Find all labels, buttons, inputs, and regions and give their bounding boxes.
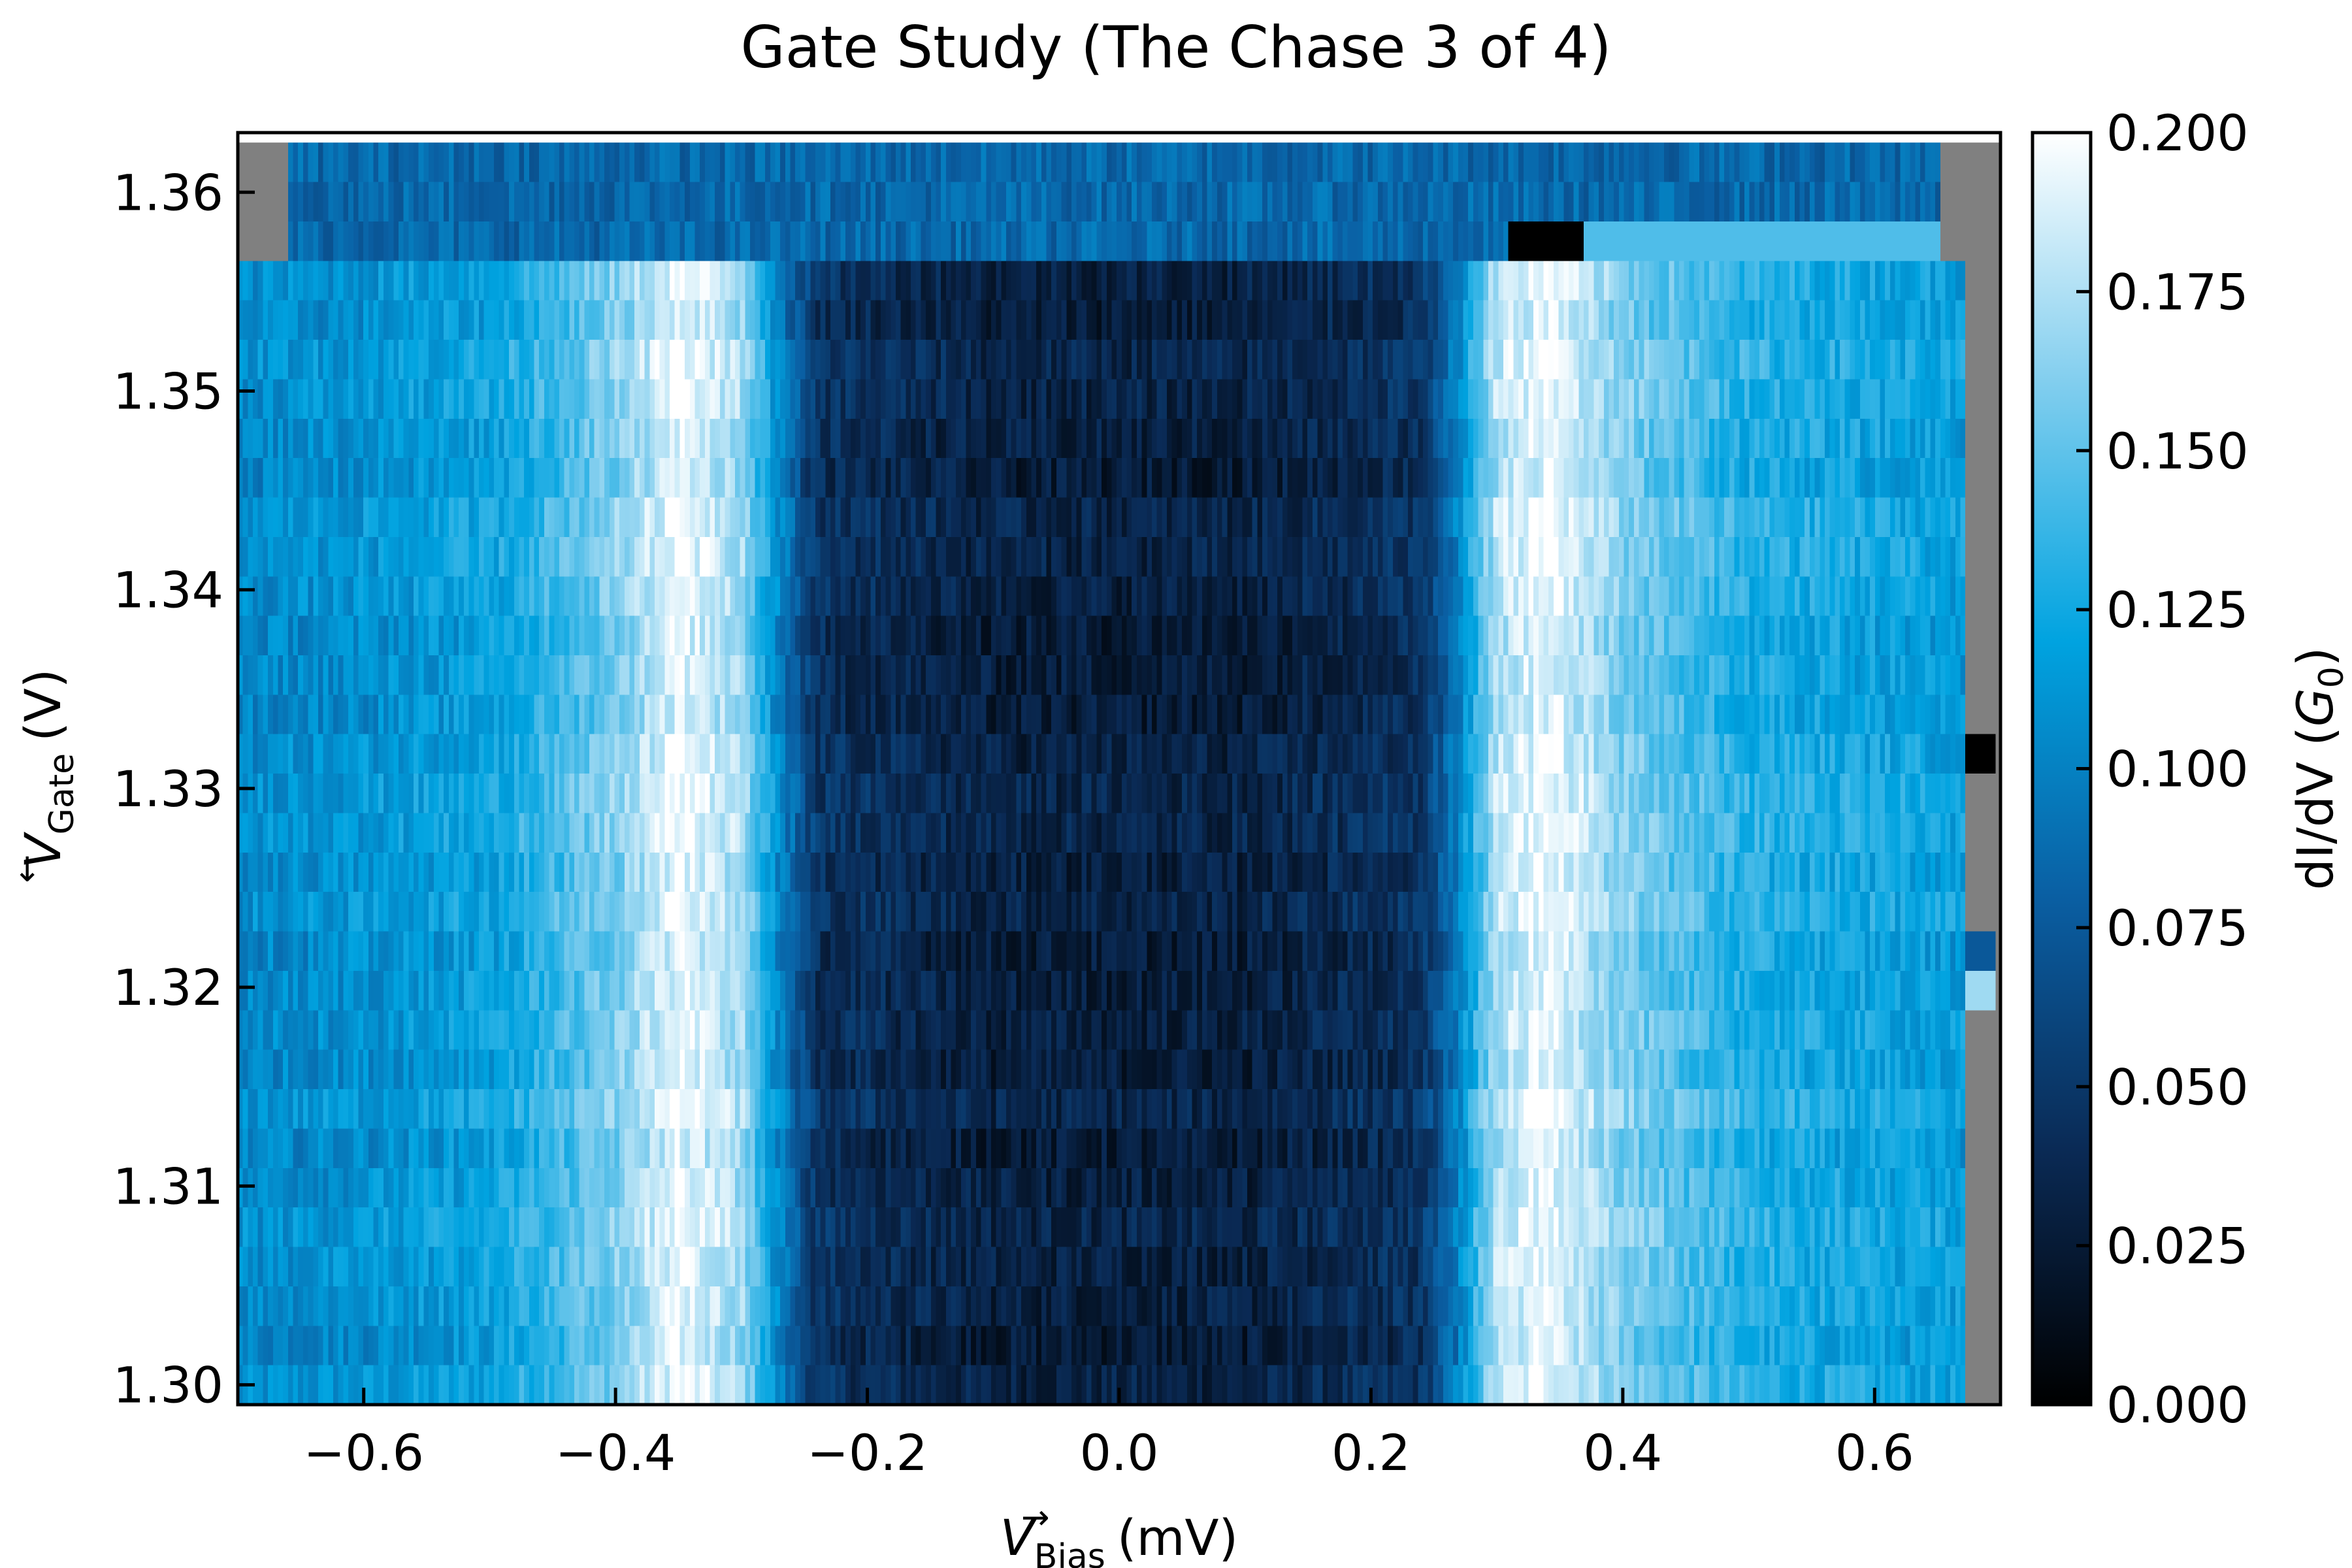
colorbar-label-prefix: dI/dV ( xyxy=(2286,727,2344,890)
x-tick-label: 0.0 xyxy=(1080,1424,1159,1482)
x-axis-unit: (mV) xyxy=(1117,1509,1238,1567)
y-tick-label: 1.36 xyxy=(113,163,223,221)
colorbar-label: dI/dV (G0) xyxy=(2286,647,2351,890)
colorbar-axis: 0.000 0.025 0.050 0.075 0.100 0.125 0.150 0.175… xyxy=(2076,104,2249,1434)
x-tick-label: 0.2 xyxy=(1331,1424,1411,1482)
y-tick-label: 1.31 xyxy=(113,1157,223,1215)
heatmap xyxy=(238,142,2001,1405)
y-tick-label: 1.33 xyxy=(113,760,223,818)
y-axis-subscript: Gate xyxy=(42,753,82,835)
y-axis: 1.30 1.31 1.32 1.33 1.34 1.35 1.36 xyxy=(113,163,255,1414)
y-axis-label: VGate (V) xyxy=(14,669,82,869)
chart-title: Gate Study (The Chase 3 of 4) xyxy=(740,14,1612,81)
colorbar-tick-label: 0.150 xyxy=(2106,422,2249,480)
x-tick-label: 0.4 xyxy=(1583,1424,1662,1482)
colorbar-label-symbol: G xyxy=(2286,688,2344,727)
y-axis-symbol: V xyxy=(14,831,72,868)
y-tick-label: 1.34 xyxy=(113,561,223,619)
x-tick-label: 0.6 xyxy=(1835,1424,1914,1482)
colorbar-tick-label: 0.100 xyxy=(2106,740,2249,798)
y-axis-unit: (V) xyxy=(14,669,72,742)
colorbar-tick-label: 0.050 xyxy=(2106,1058,2249,1116)
colorbar-tick-label: 0.125 xyxy=(2106,581,2249,639)
colorbar-tick-label: 0.075 xyxy=(2106,899,2249,957)
colorbar-tick-label: 0.200 xyxy=(2106,104,2249,162)
colorbar-tick-label: 0.175 xyxy=(2106,263,2249,321)
x-axis-label: VBias (mV) xyxy=(1000,1509,1238,1568)
y-tick-label: 1.30 xyxy=(113,1356,223,1414)
x-tick-label: −0.2 xyxy=(807,1424,928,1482)
colorbar-label-suffix: ) xyxy=(2286,647,2344,667)
y-tick-label: 1.32 xyxy=(113,958,223,1017)
y-axis-arrow: ← xyxy=(7,855,46,883)
colorbar-tick-label: 0.025 xyxy=(2106,1217,2249,1275)
x-tick-label: −0.6 xyxy=(303,1424,424,1482)
x-axis-arrow: → xyxy=(1021,1498,1050,1537)
colorbar-label-subscript: 0 xyxy=(2312,666,2351,688)
x-tick-label: −0.4 xyxy=(555,1424,676,1482)
x-axis: −0.6 −0.4 −0.2 0.0 0.2 0.4 0.6 xyxy=(303,1388,1914,1482)
colorbar-tick-label: 0.000 xyxy=(2106,1376,2249,1434)
x-axis-symbol: V xyxy=(1000,1509,1037,1567)
x-axis-subscript: Bias xyxy=(1034,1537,1105,1568)
y-tick-label: 1.35 xyxy=(113,362,223,420)
heatmap-image xyxy=(238,142,2001,1405)
